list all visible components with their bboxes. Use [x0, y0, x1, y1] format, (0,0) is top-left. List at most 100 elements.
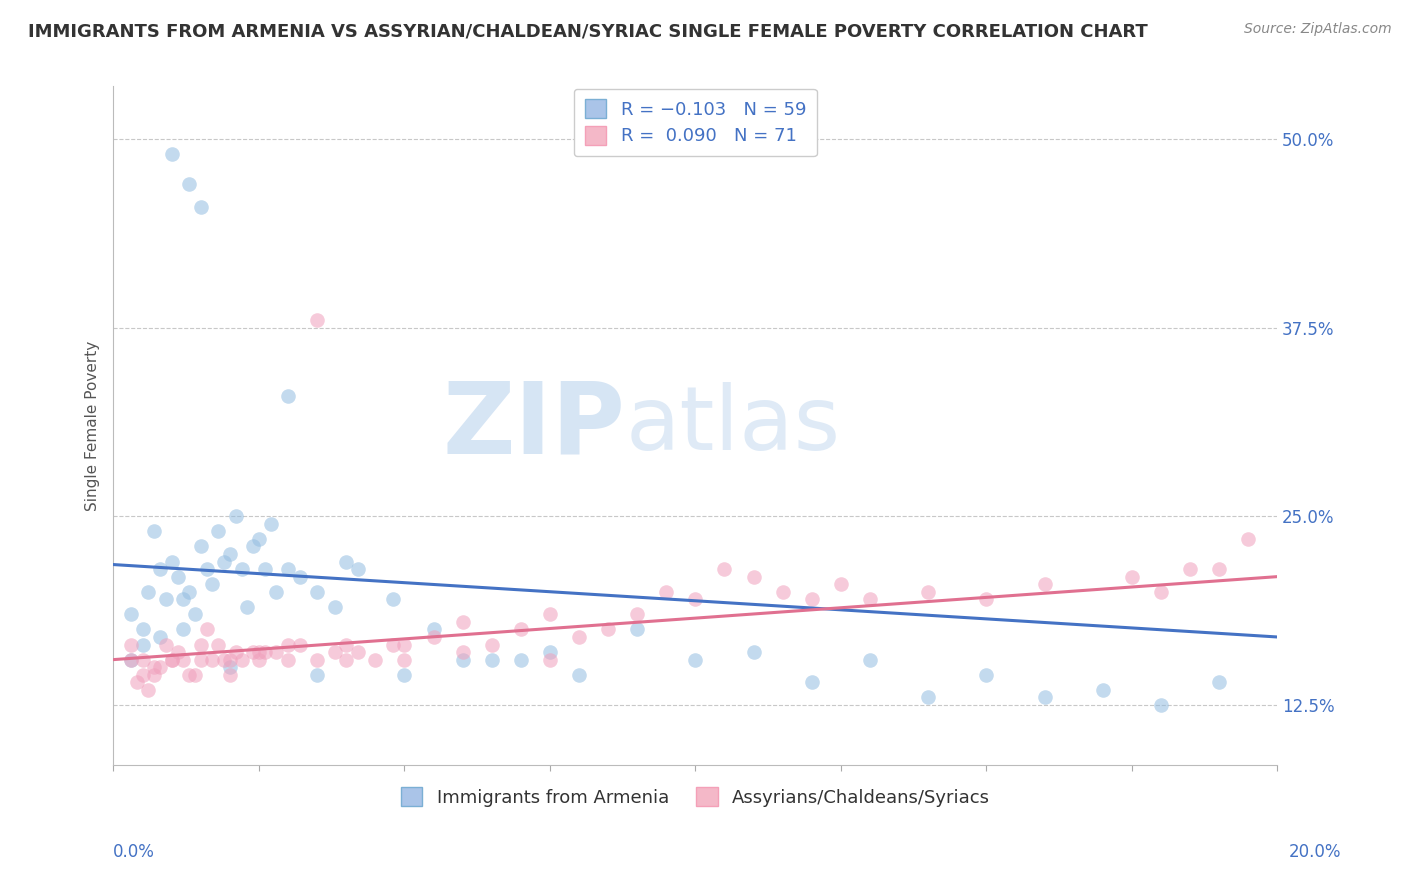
Point — [143, 660, 166, 674]
Point — [195, 562, 218, 576]
Point — [218, 652, 240, 666]
Point — [335, 555, 357, 569]
Point — [1208, 675, 1230, 690]
Point — [307, 584, 329, 599]
Point — [626, 623, 648, 637]
Point — [259, 516, 281, 531]
Point — [394, 667, 416, 681]
Point — [190, 638, 212, 652]
Point — [1091, 682, 1114, 697]
Point — [138, 584, 160, 599]
Point — [335, 652, 357, 666]
Point — [422, 630, 444, 644]
Point — [231, 652, 253, 666]
Text: 20.0%: 20.0% — [1288, 843, 1341, 861]
Point — [201, 577, 224, 591]
Point — [538, 645, 561, 659]
Point — [225, 645, 247, 659]
Point — [179, 584, 201, 599]
Point — [131, 623, 153, 637]
Point — [277, 389, 299, 403]
Point — [138, 682, 160, 697]
Point — [655, 584, 678, 599]
Point — [195, 623, 218, 637]
Point — [242, 540, 264, 554]
Point — [917, 584, 939, 599]
Point — [1208, 562, 1230, 576]
Point — [218, 660, 240, 674]
Point — [131, 652, 153, 666]
Point — [266, 645, 288, 659]
Point — [772, 584, 794, 599]
Point — [218, 667, 240, 681]
Point — [125, 675, 148, 690]
Point — [149, 630, 172, 644]
Legend: Immigrants from Armenia, Assyrians/Chaldeans/Syriacs: Immigrants from Armenia, Assyrians/Chald… — [394, 780, 997, 814]
Point — [155, 638, 177, 652]
Point — [160, 555, 183, 569]
Point — [236, 599, 259, 614]
Point — [212, 555, 235, 569]
Point — [247, 645, 270, 659]
Point — [307, 667, 329, 681]
Y-axis label: Single Female Poverty: Single Female Poverty — [86, 341, 100, 511]
Point — [225, 509, 247, 524]
Point — [190, 200, 212, 214]
Point — [568, 630, 591, 644]
Point — [568, 667, 591, 681]
Point — [347, 645, 370, 659]
Point — [166, 645, 188, 659]
Point — [859, 592, 882, 607]
Text: ZIP: ZIP — [443, 377, 626, 475]
Point — [307, 652, 329, 666]
Point — [160, 652, 183, 666]
Point — [830, 577, 852, 591]
Point — [509, 623, 531, 637]
Point — [1150, 584, 1173, 599]
Point — [247, 652, 270, 666]
Point — [277, 562, 299, 576]
Point — [481, 652, 503, 666]
Text: IMMIGRANTS FROM ARMENIA VS ASSYRIAN/CHALDEAN/SYRIAC SINGLE FEMALE POVERTY CORREL: IMMIGRANTS FROM ARMENIA VS ASSYRIAN/CHAL… — [28, 22, 1147, 40]
Point — [184, 607, 207, 622]
Text: 0.0%: 0.0% — [112, 843, 155, 861]
Point — [538, 607, 561, 622]
Point — [422, 623, 444, 637]
Point — [149, 562, 172, 576]
Point — [685, 652, 707, 666]
Point — [976, 667, 998, 681]
Point — [1150, 698, 1173, 712]
Point — [277, 638, 299, 652]
Point — [742, 569, 765, 583]
Point — [323, 599, 346, 614]
Point — [160, 652, 183, 666]
Point — [131, 638, 153, 652]
Point — [207, 524, 229, 539]
Point — [742, 645, 765, 659]
Point — [201, 652, 224, 666]
Point — [120, 652, 142, 666]
Point — [120, 652, 142, 666]
Point — [231, 562, 253, 576]
Point — [120, 638, 142, 652]
Point — [394, 638, 416, 652]
Point — [288, 638, 311, 652]
Point — [509, 652, 531, 666]
Point — [184, 667, 207, 681]
Point — [179, 667, 201, 681]
Point — [1033, 577, 1056, 591]
Text: Source: ZipAtlas.com: Source: ZipAtlas.com — [1244, 22, 1392, 37]
Point — [253, 645, 276, 659]
Point — [481, 638, 503, 652]
Point — [1121, 569, 1143, 583]
Point — [253, 562, 276, 576]
Point — [598, 623, 620, 637]
Point — [538, 652, 561, 666]
Point — [800, 675, 823, 690]
Point — [149, 660, 172, 674]
Point — [172, 592, 194, 607]
Point — [917, 690, 939, 705]
Point — [131, 667, 153, 681]
Point — [626, 607, 648, 622]
Point — [1237, 532, 1260, 546]
